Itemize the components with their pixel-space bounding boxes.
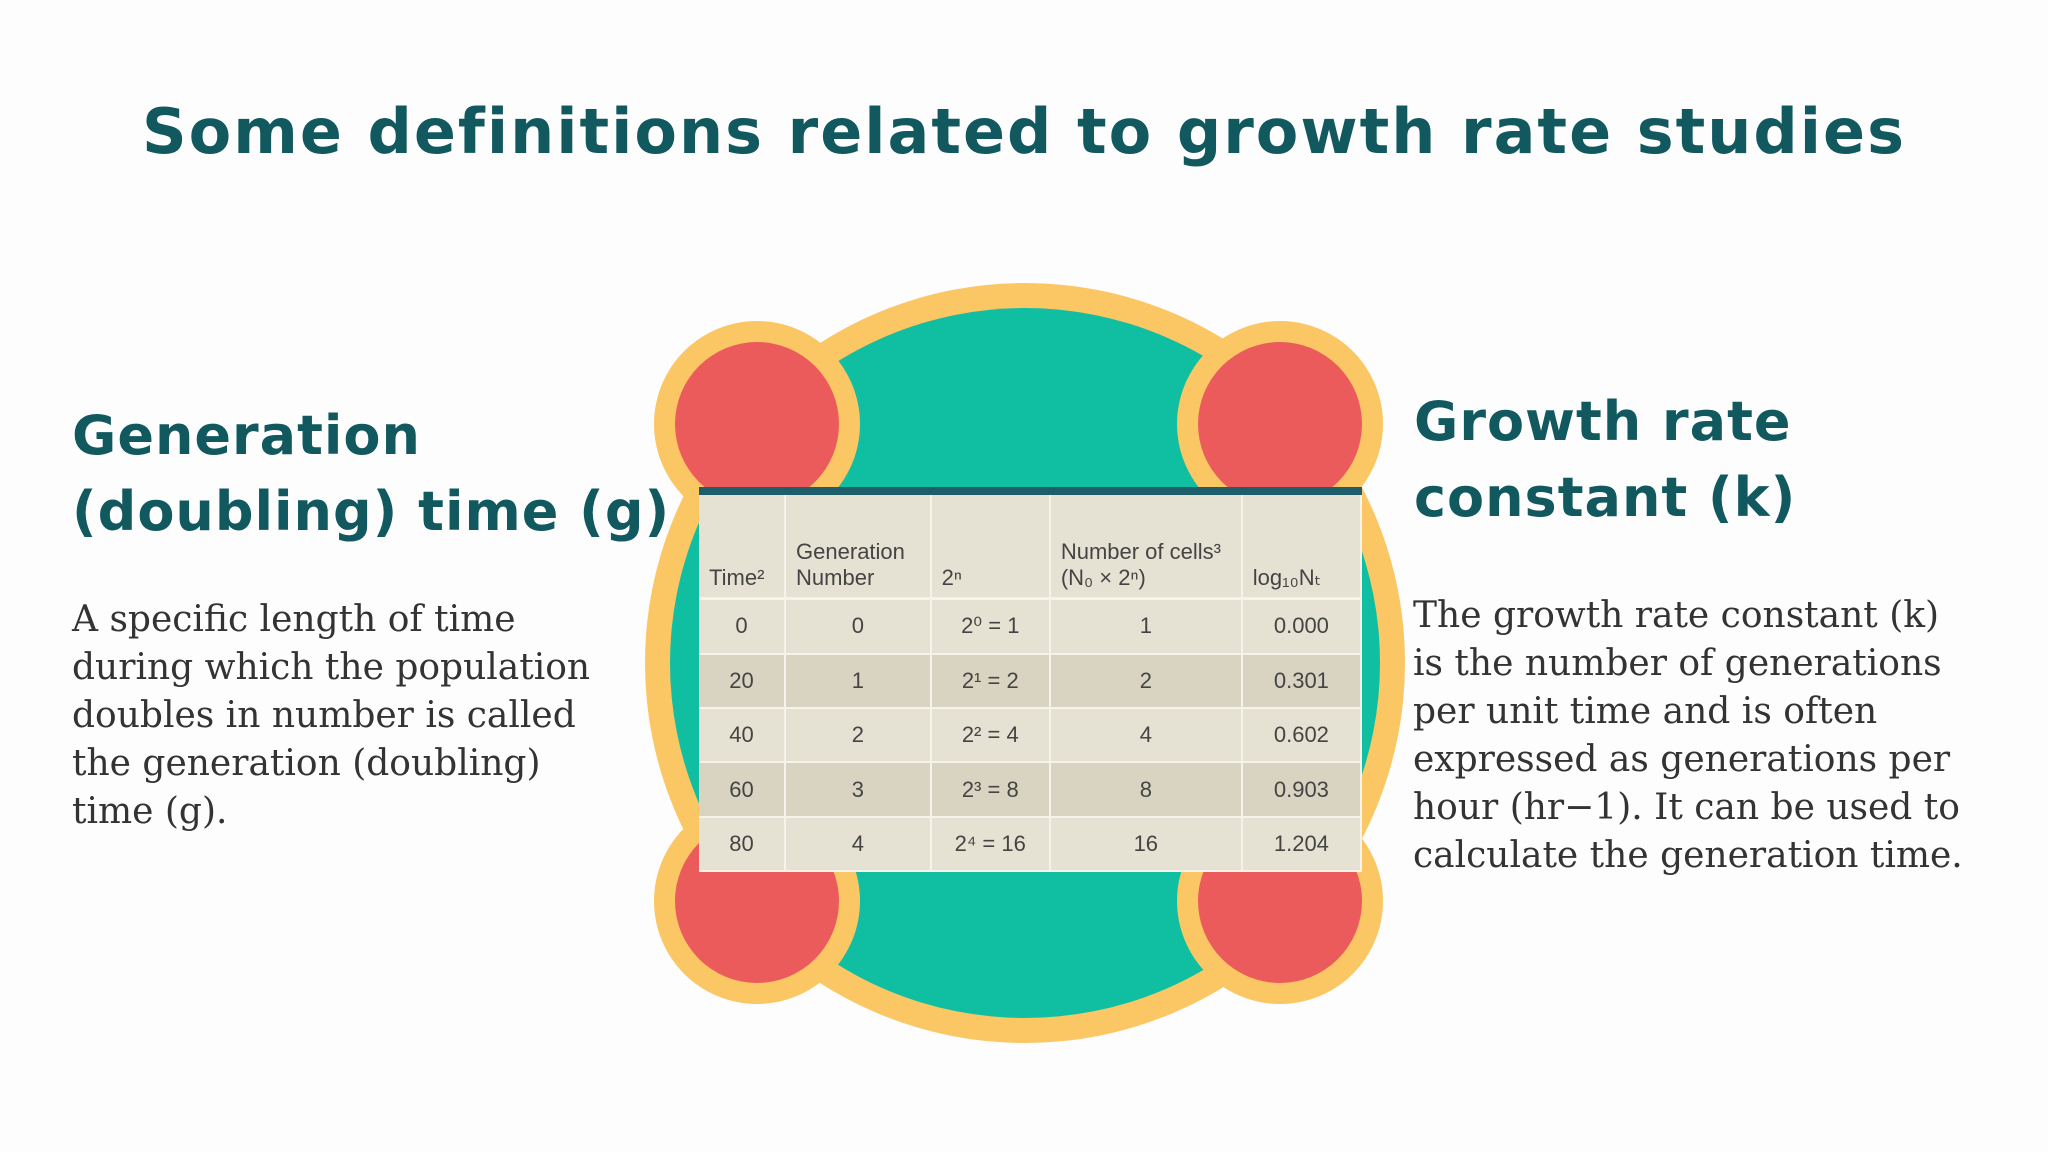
right-heading: Growth rate constant (k) bbox=[1414, 390, 1797, 529]
table-cell: 1.204 bbox=[1241, 816, 1363, 873]
table-cell: 0.602 bbox=[1241, 708, 1363, 764]
table-cell: 2³ = 8 bbox=[930, 762, 1051, 818]
table-cell: 3 bbox=[785, 762, 932, 818]
left-body: A specific length of time during which t… bbox=[72, 599, 591, 832]
corner-circle bbox=[1198, 342, 1362, 506]
table-cell: 1 bbox=[1049, 598, 1243, 655]
table-row: 60 3 2³ = 8 8 0.903 bbox=[699, 762, 1363, 818]
table-cell: 60 bbox=[699, 762, 787, 818]
table-cell: 2 bbox=[1049, 653, 1243, 710]
table: Time² Generation Number 2ⁿ Number of cells³… bbox=[699, 495, 1363, 873]
header-cell: Number of cells³ (N₀ × 2ⁿ) bbox=[1049, 495, 1243, 600]
table-cell: 2⁰ = 1 bbox=[930, 598, 1051, 655]
table-cell: 1 bbox=[785, 653, 932, 710]
table-cell: 0.903 bbox=[1241, 762, 1363, 818]
table-cell: 0.301 bbox=[1241, 653, 1363, 710]
header-cell: log₁₀Nₜ bbox=[1241, 495, 1363, 600]
table-cell: 4 bbox=[785, 816, 932, 873]
table-cell: 0.000 bbox=[1241, 598, 1363, 655]
table-cell: 2¹ = 2 bbox=[930, 653, 1051, 710]
table-cell: 20 bbox=[699, 653, 787, 710]
corner-circle bbox=[675, 342, 839, 506]
header-cell: 2ⁿ bbox=[930, 495, 1051, 600]
table-row: 20 1 2¹ = 2 2 0.301 bbox=[699, 653, 1363, 710]
table-cell: 80 bbox=[699, 816, 787, 873]
right-body: The growth rate constant (k) is the numb… bbox=[1413, 595, 1963, 876]
table-cell: 16 bbox=[1049, 816, 1243, 873]
table-cell: 2 bbox=[785, 708, 932, 764]
left-heading: Generation (doubling) time (g) bbox=[72, 404, 671, 543]
header-row: Time² Generation Number 2ⁿ Number of cells³… bbox=[699, 495, 1363, 600]
table-cell: 4 bbox=[1049, 708, 1243, 764]
table-cell: 8 bbox=[1049, 762, 1243, 818]
table-cell: 0 bbox=[785, 598, 932, 655]
header-cell: Generation Number bbox=[785, 495, 932, 600]
table-cell: 0 bbox=[699, 598, 787, 655]
table-cell: 2² = 4 bbox=[930, 708, 1051, 764]
growth-table: Time² Generation Number 2ⁿ Number of cells³… bbox=[699, 487, 1363, 873]
slide-title: Some definitions related to growth rate … bbox=[142, 95, 1906, 168]
table-row: 80 4 2⁴ = 16 16 1.204 bbox=[699, 816, 1363, 873]
table-cell: 2⁴ = 16 bbox=[930, 816, 1051, 873]
table-cell: 40 bbox=[699, 708, 787, 764]
header-cell: Time² bbox=[699, 495, 787, 600]
table-row: 40 2 2² = 4 4 0.602 bbox=[699, 708, 1363, 764]
table-row: 0 0 2⁰ = 1 1 0.000 bbox=[699, 598, 1363, 655]
